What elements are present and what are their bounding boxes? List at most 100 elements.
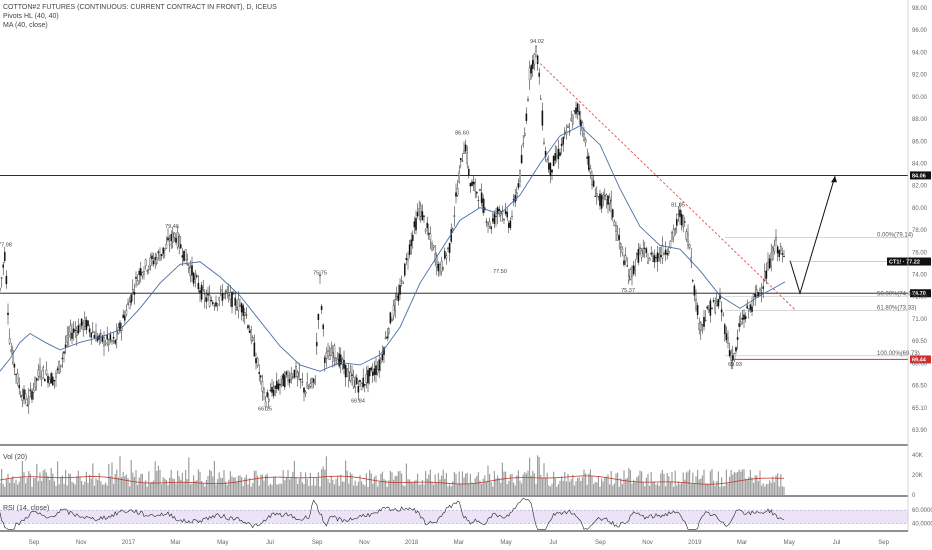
volume-bar: [29, 473, 31, 495]
candle-body: [164, 248, 166, 251]
candle-body: [232, 293, 235, 295]
candle-body: [783, 256, 785, 258]
volume-bar: [244, 477, 246, 495]
candle-body: [138, 270, 140, 276]
candle-body: [477, 199, 480, 201]
candle-body: [735, 347, 737, 352]
volume-bar: [740, 471, 742, 495]
volume-bar: [511, 473, 513, 495]
volume-bar: [657, 483, 659, 495]
volume-bar: [285, 477, 287, 495]
volume-bar: [268, 485, 270, 495]
volume-bar: [119, 456, 121, 495]
y-tick-label: 98.00: [912, 6, 928, 12]
y-tick-label: 78.00: [912, 228, 928, 234]
candle-body: [210, 300, 212, 302]
y-tick-label: 82.00: [912, 184, 928, 190]
volume-bar: [388, 480, 390, 495]
volume-bar: [492, 486, 494, 495]
candle-body: [700, 322, 702, 331]
pivot-label: 66.84: [351, 399, 365, 405]
projection-arrow-head: [831, 176, 837, 183]
candle-body: [349, 371, 352, 381]
candle-body: [642, 248, 644, 254]
candle-body: [0, 277, 3, 279]
volume-bar: [645, 477, 647, 495]
candle-body: [148, 266, 150, 270]
volume-bar: [553, 471, 555, 495]
volume-bar: [647, 474, 649, 495]
volume-pane[interactable]: [0, 455, 785, 495]
candle-body: [103, 336, 105, 347]
candle-body: [528, 67, 531, 81]
volume-bar: [341, 481, 343, 495]
candle-body: [743, 314, 745, 320]
candle-body: [676, 219, 678, 226]
candle-body: [762, 286, 764, 289]
candle-body: [327, 350, 329, 352]
volume-bar: [365, 473, 367, 495]
volume-bar: [777, 473, 779, 495]
candle-body: [7, 312, 9, 316]
candle-body: [692, 280, 694, 282]
volume-bar: [439, 479, 441, 495]
candle-body: [538, 72, 540, 77]
candle-body: [503, 219, 505, 221]
volume-bar: [482, 478, 484, 495]
candle-body: [162, 247, 164, 254]
candle-body: [298, 371, 300, 380]
candle-body: [544, 151, 547, 157]
candle-body: [405, 257, 408, 260]
price-pane[interactable]: 84.06 74.70 69.44 0.00%(79.14) 50.00%(74.44)…: [0, 39, 931, 414]
candle-body: [476, 192, 478, 194]
candle-body: [84, 317, 86, 327]
candle-body: [469, 182, 472, 187]
volume-bar: [316, 478, 318, 495]
rsi-pane[interactable]: [0, 497, 908, 530]
candle-body: [280, 375, 283, 380]
candle-body: [55, 373, 57, 378]
volume-bar: [682, 472, 684, 495]
candle-body: [31, 391, 33, 400]
candle-body: [722, 314, 724, 316]
candle-body: [132, 288, 134, 293]
candle-body: [524, 133, 526, 136]
y-tick-label: 72.50: [912, 295, 928, 301]
volume-bar: [167, 484, 169, 495]
volume-bar: [25, 483, 27, 495]
volume-bar: [50, 468, 52, 495]
candle-body: [551, 169, 553, 173]
candle-body: [668, 250, 670, 254]
volume-bar: [476, 475, 478, 495]
candle-body: [520, 154, 523, 164]
volume-bar: [154, 461, 156, 495]
candle-body: [616, 234, 619, 241]
volume-bar: [391, 472, 393, 495]
candle-body: [266, 392, 268, 397]
volume-bar: [18, 481, 20, 495]
candle-body: [146, 270, 148, 272]
volume-bar: [407, 479, 409, 495]
pivot-label: 94.02: [530, 39, 544, 45]
candle-body: [533, 53, 536, 65]
volume-bar: [309, 472, 311, 495]
volume-bar: [164, 478, 166, 495]
candle-body: [10, 349, 12, 352]
volume-bar: [87, 482, 89, 495]
candle-body: [644, 247, 646, 249]
candle-body: [399, 285, 401, 295]
volume-bar: [433, 484, 435, 495]
volume-bar: [575, 481, 577, 495]
candle-body: [5, 275, 8, 285]
volume-bar: [641, 471, 643, 495]
candle-body: [53, 379, 56, 382]
volume-bar: [105, 482, 107, 495]
candle-body: [394, 299, 396, 311]
y-tick-label: 92.00: [912, 73, 928, 79]
volume-bar: [109, 476, 111, 495]
candle-body: [239, 305, 241, 307]
volume-bar: [44, 469, 46, 495]
volume-bar: [21, 461, 23, 495]
candle-body: [80, 318, 83, 326]
